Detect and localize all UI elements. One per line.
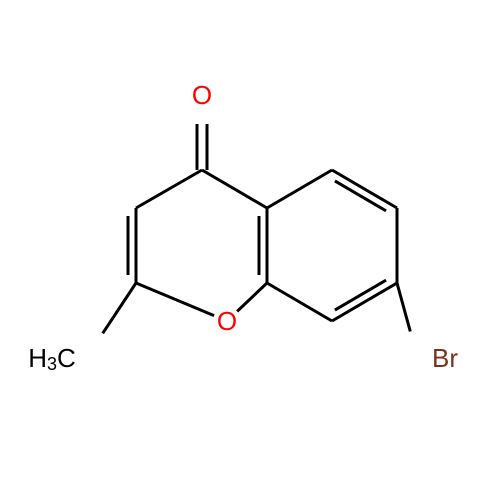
bond-single bbox=[136, 283, 214, 316]
bond-single bbox=[397, 283, 410, 331]
bond-double-main bbox=[332, 283, 397, 321]
molecule-diagram: O O Br H3C bbox=[0, 0, 500, 500]
atom-ch3: H3C bbox=[28, 343, 76, 374]
atom-o-ring: O bbox=[217, 306, 237, 336]
atom-o-ketone: O bbox=[192, 80, 212, 110]
bond-single bbox=[103, 283, 136, 333]
bond-single bbox=[267, 283, 332, 321]
bond-single bbox=[267, 170, 332, 208]
bond-single bbox=[136, 170, 202, 208]
atom-br: Br bbox=[432, 343, 458, 373]
bond-single bbox=[237, 283, 267, 311]
bond-single bbox=[202, 170, 267, 208]
bond-double-main bbox=[332, 170, 397, 208]
